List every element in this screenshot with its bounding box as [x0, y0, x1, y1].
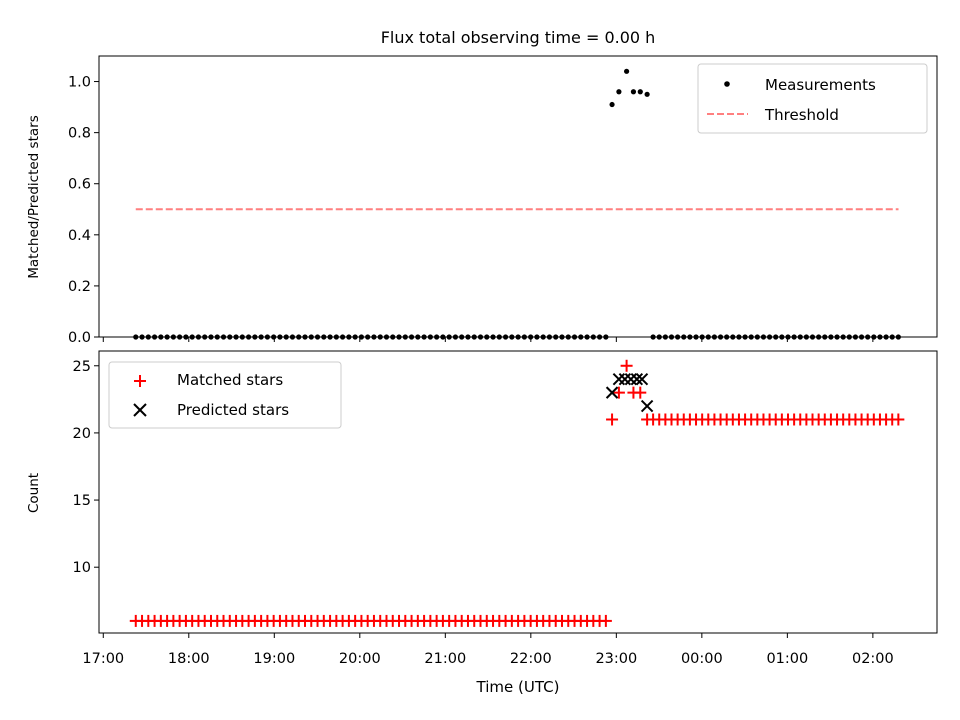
top-y-tick-label: 0.2: [68, 279, 91, 295]
x-tick-label: 02:00: [852, 651, 894, 667]
measurement-point: [637, 89, 643, 95]
top-plot-frame: [98, 55, 938, 338]
bottom-y-tick-label: 10: [73, 560, 91, 576]
legend-measurements-label: Measurements: [765, 76, 876, 94]
x-tick-label: 01:00: [766, 651, 808, 667]
x-stroke: [635, 372, 649, 386]
bottom-y-tick-label: 25: [73, 359, 91, 375]
matched-star-point: [606, 413, 619, 426]
matched-star-point: [599, 614, 612, 627]
measurement-point: [644, 91, 650, 97]
predicted-star-point: [624, 372, 638, 386]
top-legend-box: [697, 63, 928, 134]
measurement-point: [623, 68, 630, 74]
x-stroke: [640, 399, 654, 413]
bottom-legend-box: [108, 361, 342, 429]
legend-threshold-label: Threshold: [764, 106, 839, 124]
x-tick-label: 19:00: [253, 651, 295, 667]
legend-predicted-marker: [133, 403, 147, 417]
x-tick-label: 23:00: [595, 651, 637, 667]
predicted-star-point: [640, 399, 654, 413]
measurement-point: [616, 89, 622, 95]
x-stroke: [630, 372, 644, 386]
x-tick-label: 18:00: [168, 651, 210, 667]
legend-predicted-label: Predicted stars: [177, 401, 289, 419]
matched-star-point: [892, 413, 905, 426]
bottom-y-tick-label: 15: [73, 493, 91, 509]
bottom-y-ticks: 10 15 20 25: [73, 359, 99, 576]
top-y-ticks: 0.0 0.2 0.4 0.6 0.8 1.0: [68, 75, 99, 346]
top-y-tick-label: 0.8: [68, 126, 91, 142]
measurement-point: [630, 89, 637, 95]
bottom-x-ticks: 17:00 18:00 19:00 20:00 21:00 22:00 23:00 00:00…: [82, 633, 894, 667]
x-tick-label: 17:00: [82, 651, 124, 667]
legend-matched-marker: [134, 375, 146, 387]
measurement-point: [609, 101, 615, 108]
bottom-plot-marks: [129, 359, 905, 627]
bottom-legend: Matched stars Predicted stars: [108, 361, 342, 429]
bottom-y-axis-label: Count: [26, 473, 42, 513]
x-tick-label: 22:00: [510, 651, 552, 667]
top-y-tick-label: 0.4: [68, 228, 91, 244]
top-y-tick-label: 0.0: [68, 330, 91, 346]
predicted-star-point: [630, 372, 644, 386]
matched-star-point: [620, 359, 633, 372]
bottom-chart: Count Time (UTC) 10 15 20 25 17:00 18:00 19:0…: [26, 350, 938, 696]
predicted-star-point: [612, 372, 626, 386]
x-tick-label: 00:00: [681, 651, 723, 667]
x-tick-label: 21:00: [424, 651, 466, 667]
bottom-plot-frame: [98, 350, 938, 634]
top-y-axis-label: Matched/Predicted stars: [26, 115, 42, 278]
matched-star-point: [634, 386, 647, 399]
predicted-star-point: [618, 372, 632, 386]
matched-star-point: [612, 386, 625, 399]
matched-star-point: [641, 413, 654, 426]
legend-measurements-marker: [724, 81, 730, 87]
chart-title: Flux total observing time = 0.00 h: [381, 28, 656, 47]
top-y-tick-label: 1.0: [68, 75, 91, 91]
x-stroke: [605, 386, 619, 399]
x-tick-label: 20:00: [339, 651, 381, 667]
top-y-tick-label: 0.6: [68, 177, 91, 193]
predicted-star-point: [605, 386, 619, 399]
bottom-y-tick-label: 20: [73, 426, 91, 442]
legend-matched-label: Matched stars: [177, 371, 283, 389]
predicted-star-point: [635, 372, 649, 386]
x-axis-label: Time (UTC): [476, 678, 560, 696]
top-legend: Measurements Threshold: [697, 63, 928, 134]
top-chart: Flux total observing time = 0.00 h Match…: [26, 28, 938, 346]
